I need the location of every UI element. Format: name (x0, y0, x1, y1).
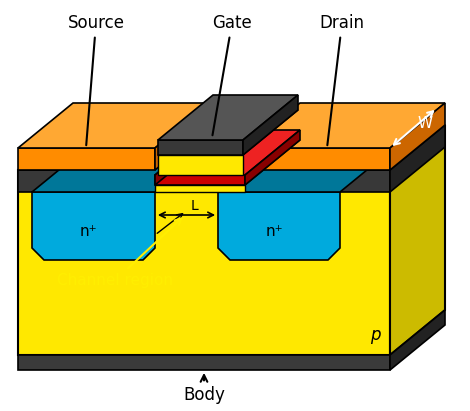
Polygon shape (32, 147, 210, 192)
Text: n⁺: n⁺ (79, 224, 97, 240)
Polygon shape (155, 103, 210, 170)
Polygon shape (390, 125, 445, 192)
Polygon shape (245, 103, 445, 148)
Text: n⁺: n⁺ (265, 224, 283, 240)
Polygon shape (218, 147, 395, 192)
Text: p: p (370, 326, 380, 344)
Polygon shape (155, 130, 300, 175)
Text: Drain: Drain (320, 14, 365, 145)
Polygon shape (18, 125, 445, 170)
Polygon shape (155, 140, 300, 185)
Polygon shape (245, 125, 445, 170)
Polygon shape (158, 110, 298, 155)
Polygon shape (18, 125, 445, 170)
Polygon shape (243, 95, 298, 155)
Polygon shape (158, 95, 298, 140)
Text: L: L (191, 199, 199, 213)
Polygon shape (18, 355, 390, 370)
Polygon shape (155, 175, 245, 185)
Text: Source: Source (68, 14, 125, 145)
Polygon shape (32, 192, 155, 260)
Polygon shape (18, 125, 210, 170)
Polygon shape (18, 170, 390, 355)
Polygon shape (155, 130, 210, 185)
Text: W: W (418, 116, 433, 132)
Polygon shape (158, 155, 243, 175)
Polygon shape (18, 103, 210, 148)
Polygon shape (390, 103, 445, 170)
Polygon shape (158, 140, 243, 155)
Text: Channel region: Channel region (57, 219, 181, 288)
Polygon shape (390, 310, 445, 370)
Polygon shape (18, 148, 155, 170)
Polygon shape (245, 148, 390, 170)
Polygon shape (155, 185, 245, 192)
Polygon shape (390, 125, 445, 355)
Text: Gate: Gate (212, 14, 252, 135)
Polygon shape (218, 192, 340, 260)
Polygon shape (245, 130, 300, 185)
Polygon shape (18, 170, 390, 192)
Text: Body: Body (183, 375, 225, 404)
